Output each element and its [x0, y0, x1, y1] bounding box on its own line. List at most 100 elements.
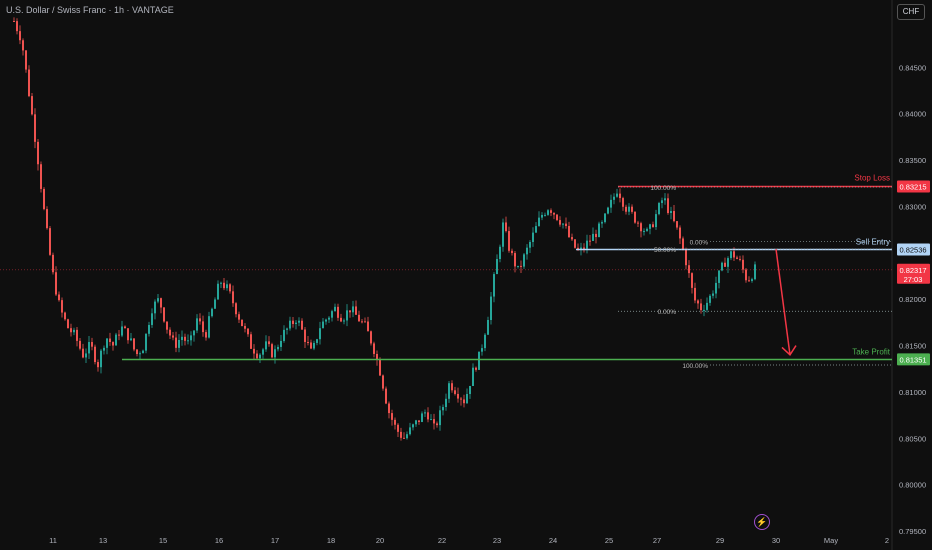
currency-button[interactable]: CHF: [897, 4, 925, 20]
candle-body: [499, 246, 501, 260]
candle-body: [151, 313, 153, 325]
candle-body: [139, 353, 141, 355]
y-tick-label: 0.83500: [899, 156, 926, 165]
candle-body: [133, 338, 135, 350]
candle-body: [211, 308, 213, 317]
candle-body: [544, 214, 546, 216]
x-tick-label: 20: [376, 536, 384, 545]
candle-body: [115, 334, 117, 346]
candle-body: [580, 247, 582, 250]
candle-body: [124, 326, 126, 329]
candle-body: [79, 340, 81, 349]
candle-body: [157, 298, 159, 302]
candle-body: [643, 230, 645, 232]
candle-body: [424, 412, 426, 414]
candle-body: [235, 303, 237, 315]
candle-body: [559, 220, 561, 225]
candle-body: [334, 306, 336, 312]
x-tick-label: 24: [549, 536, 557, 545]
candle-body: [613, 196, 615, 200]
candle-body: [454, 390, 456, 394]
candle-body: [550, 210, 552, 213]
candle-body: [472, 367, 474, 386]
candle-body: [400, 431, 402, 438]
candle-body: [376, 353, 378, 360]
candle-body: [448, 383, 450, 399]
candle-body: [175, 337, 177, 348]
candle-body: [253, 348, 255, 354]
candle-body: [703, 309, 705, 311]
candle-body: [202, 321, 204, 333]
candle-body: [28, 69, 30, 97]
candle-body: [52, 254, 54, 273]
candle-body: [484, 334, 486, 349]
candle-body: [478, 351, 480, 370]
candle-body: [16, 21, 18, 32]
price-label-box: [897, 353, 930, 366]
candle-body: [553, 212, 555, 215]
candle-body: [598, 223, 600, 238]
candle-body: [229, 284, 231, 292]
candle-body: [427, 412, 429, 420]
candle-body: [442, 407, 444, 411]
candle-body: [298, 320, 300, 323]
candle-body: [184, 336, 186, 341]
fib-upper-label: 0.00%: [658, 309, 677, 316]
candle-body: [217, 283, 219, 300]
candle-body: [349, 310, 351, 313]
candle-body: [619, 193, 621, 199]
candle-body: [466, 394, 468, 404]
candle-body: [205, 332, 207, 338]
candle-body: [706, 302, 708, 310]
candle-body: [673, 211, 675, 222]
fib-lower-label: 0.00%: [690, 240, 709, 247]
candle-body: [715, 282, 717, 294]
candle-body: [64, 312, 66, 320]
candle-body: [292, 320, 294, 324]
candle-body: [469, 385, 471, 395]
candle-body: [46, 209, 48, 229]
candle-body: [523, 254, 525, 267]
candle-body: [22, 40, 24, 51]
candle-body: [628, 206, 630, 212]
y-tick-label: 0.80500: [899, 434, 926, 443]
candle-body: [397, 424, 399, 432]
candle-body: [730, 251, 732, 259]
candle-body: [283, 329, 285, 341]
candle-body: [463, 399, 465, 404]
candle-body: [277, 346, 279, 350]
candle-body: [319, 328, 321, 340]
candle-body: [616, 193, 618, 197]
take-profit-label: Take Profit: [852, 347, 891, 356]
candle-body: [631, 206, 633, 212]
y-tick-label: 0.84500: [899, 63, 926, 72]
candle-body: [574, 239, 576, 248]
candle-body: [199, 318, 201, 322]
candle-body: [535, 226, 537, 233]
candle-body: [367, 321, 369, 332]
lightning-icon[interactable]: ⚡: [754, 514, 770, 530]
candle-body: [223, 282, 225, 289]
candle-body: [604, 213, 606, 223]
candle-body: [502, 222, 504, 247]
candle-body: [382, 375, 384, 389]
price-label-box: [897, 243, 930, 256]
fib-upper-label: 100.00%: [650, 185, 676, 192]
candle-body: [355, 306, 357, 315]
candle-body: [109, 338, 111, 343]
candle-body: [661, 200, 663, 204]
price-label-box: [897, 263, 930, 284]
x-tick-label: 17: [271, 536, 279, 545]
candle-body: [346, 310, 348, 321]
candle-body: [481, 348, 483, 352]
candle-body: [142, 350, 144, 354]
candle-body: [595, 233, 597, 238]
candle-body: [508, 231, 510, 251]
candle-body: [733, 251, 735, 258]
price-label-value: 0.81351: [899, 355, 926, 364]
y-tick-label: 0.84000: [899, 110, 926, 119]
candle-body: [337, 306, 339, 318]
x-tick-label: 2: [885, 536, 889, 545]
candle-body: [601, 222, 603, 224]
